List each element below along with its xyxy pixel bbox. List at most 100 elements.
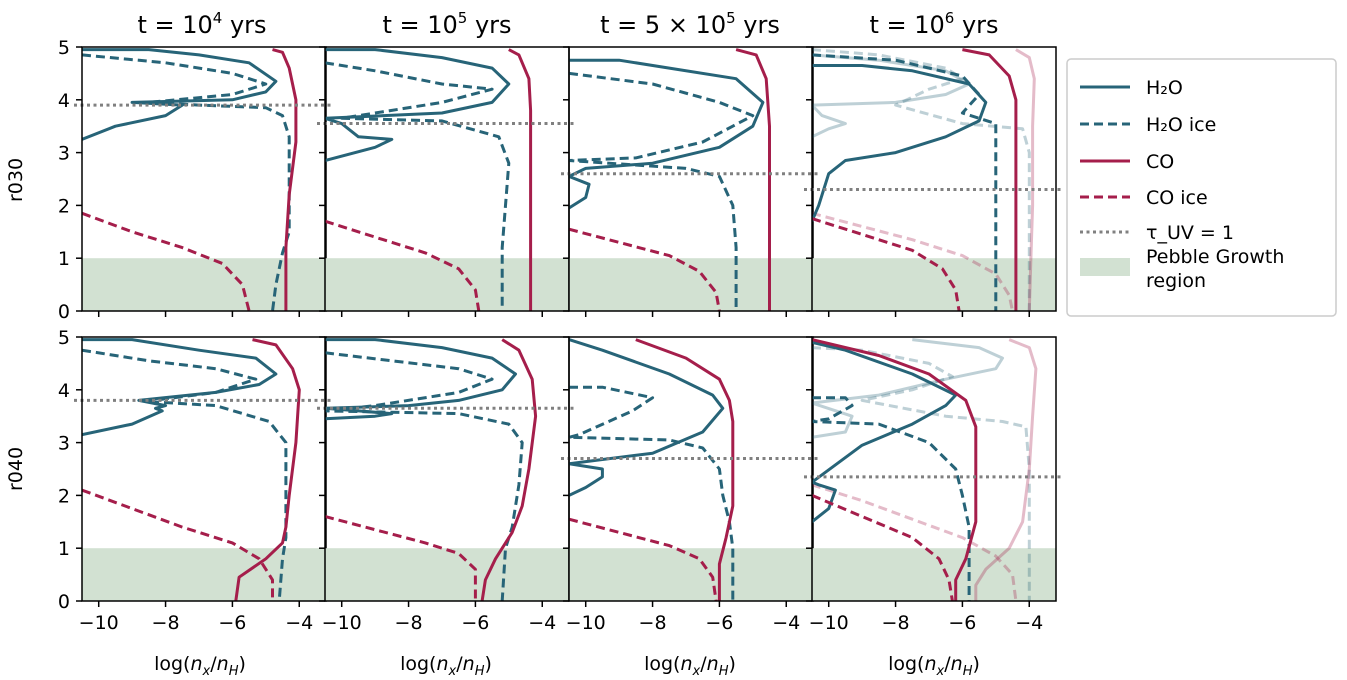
series-line-co-ice	[812, 494, 954, 601]
series-line-co	[234, 338, 301, 601]
legend-label: H₂O ice	[1146, 114, 1216, 136]
x-tick-label: −10	[79, 612, 119, 634]
x-tick-label: −4	[528, 612, 556, 634]
series-line-co-ice	[325, 515, 477, 601]
panel	[317, 46, 577, 317]
pebble-growth-region	[325, 258, 569, 311]
series-line-h2o	[812, 64, 988, 222]
series-line-co-ice	[82, 211, 251, 311]
legend-label: CO	[1146, 151, 1174, 173]
legend-frame	[1066, 58, 1337, 317]
column-title: t = 104 yrs	[137, 9, 266, 39]
panel	[561, 46, 821, 317]
series-line-h2o-ice	[325, 61, 511, 311]
series-line-h2o	[325, 48, 511, 162]
series-line-h2o	[569, 338, 725, 497]
series-line-co-ice	[325, 219, 481, 311]
pebble-growth-region	[82, 258, 326, 311]
series-line-h2o-ice	[82, 348, 288, 601]
y-tick-label: 1	[58, 248, 70, 270]
legend-entry: H₂O ice	[1080, 114, 1216, 136]
row-label: r040	[5, 447, 27, 491]
legend-swatch	[1080, 258, 1130, 276]
y-tick-label: 5	[58, 327, 70, 349]
legend-entry: CO ice	[1080, 187, 1208, 209]
x-axis-label: log(nx/nH)	[154, 653, 246, 679]
series-line-co-ice	[569, 517, 718, 601]
column-titles: t = 104 yrs t = 105 yrs t = 5 × 105 yrs …	[137, 9, 998, 39]
legend-entry: CO	[1080, 151, 1174, 173]
legend-label: τ_UV = 1	[1146, 222, 1234, 244]
panel-frame	[811, 336, 1057, 602]
x-tick-label: −6	[705, 612, 733, 634]
series-line-h2o	[82, 48, 278, 141]
series-line-h2o-ice	[812, 396, 971, 601]
pebble-growth-region	[569, 548, 813, 601]
x-tick-label: −4	[772, 612, 800, 634]
legend-entry: τ_UV = 1	[1080, 222, 1234, 244]
row-labels: r030 r040	[5, 158, 27, 491]
x-tick-label: −10	[566, 612, 606, 634]
series-line-h2o-faded	[812, 338, 1004, 439]
x-tick-label: −10	[322, 612, 362, 634]
y-tick-label: 0	[58, 301, 70, 323]
series-line-co	[635, 338, 735, 601]
x-tick-label: −4	[285, 612, 313, 634]
x-axis-label: log(nx/nH)	[888, 653, 980, 679]
panel-frame	[811, 46, 1057, 312]
row-label: r030	[5, 158, 27, 202]
y-tick-label: 2	[58, 485, 70, 507]
series-line-co	[812, 338, 978, 601]
x-axis-label: log(nx/nH)	[644, 653, 736, 679]
x-tick-label: −8	[395, 612, 423, 634]
legend-label: Pebble Growth	[1146, 246, 1284, 268]
x-tick-label: −8	[882, 612, 910, 634]
pebble-growth-region	[325, 548, 569, 601]
panel: −10 −8 −6 −4	[561, 336, 821, 634]
panel-frame	[81, 46, 327, 312]
series-line-h2o-ice	[82, 53, 291, 311]
legend-entry: H₂O	[1080, 77, 1183, 99]
series-line-h2o-ice	[812, 53, 998, 311]
series-line-h2o-ice	[325, 351, 524, 601]
column-title: t = 5 × 105 yrs	[600, 9, 780, 39]
legend-label: CO ice	[1146, 187, 1208, 209]
panel: 0 1 2 3 4 5	[58, 37, 334, 323]
series-line-h2o-ice	[569, 71, 755, 311]
x-axis-label: log(nx/nH)	[400, 653, 492, 679]
column-title: t = 105 yrs	[382, 9, 511, 39]
series-line-co-faded	[974, 338, 1038, 601]
y-tick-label: 3	[58, 433, 70, 455]
y-tick-label: 4	[58, 380, 70, 402]
pebble-growth-region	[82, 548, 326, 601]
series-line-co-ice-faded	[812, 211, 1014, 311]
panel-frame	[568, 336, 814, 602]
series-line-co	[480, 338, 538, 601]
series-line-co	[735, 48, 771, 311]
y-tick-label: 0	[58, 591, 70, 613]
legend-label: H₂O	[1146, 77, 1183, 99]
x-tick-label: −4	[1015, 612, 1043, 634]
series-line-h2o	[812, 340, 958, 523]
panel-frame	[81, 336, 327, 602]
series-line-co-ice	[569, 227, 721, 311]
series-line-co	[272, 48, 298, 311]
x-tick-label: −6	[218, 612, 246, 634]
pebble-growth-region	[812, 258, 1056, 311]
x-tick-label: −8	[152, 612, 180, 634]
panel-frame	[568, 46, 814, 312]
series-line-co-ice	[82, 488, 274, 601]
series-line-co-ice-faded	[812, 483, 1018, 601]
x-axis-labels: log(nx/nH) log(nx/nH) log(nx/nH) log(nx/…	[154, 653, 980, 679]
pebble-growth-region	[812, 548, 1056, 601]
y-tick-label: 1	[58, 538, 70, 560]
column-title: t = 106 yrs	[869, 9, 998, 39]
x-tick-label: −8	[639, 612, 667, 634]
series-line-co-faded	[1015, 48, 1036, 311]
y-tick-label: 3	[58, 143, 70, 165]
x-tick-label: −6	[461, 612, 489, 634]
series-line-h2o-ice-faded	[812, 346, 1031, 601]
